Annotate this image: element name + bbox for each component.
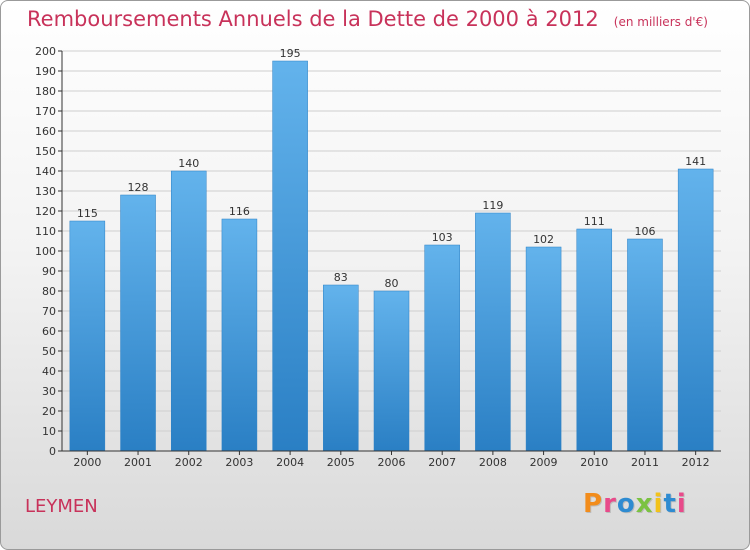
logo-letter: P — [583, 489, 604, 519]
y-tick-label: 30 — [42, 385, 56, 398]
y-tick-label: 120 — [35, 205, 56, 218]
data-label: 140 — [178, 157, 199, 170]
y-tick-label: 70 — [42, 305, 56, 318]
logo-letter: i — [653, 489, 664, 519]
bar — [272, 60, 308, 452]
chart-title-row: Remboursements Annuels de la Dette de 20… — [27, 7, 708, 31]
logo-letter: o — [616, 489, 636, 519]
data-label: 141 — [685, 155, 706, 168]
y-tick-label: 150 — [35, 145, 56, 158]
bar — [677, 168, 714, 452]
bar — [525, 246, 562, 452]
y-tick-label: 110 — [35, 225, 56, 238]
x-tick-label: 2001 — [124, 456, 152, 469]
bar — [576, 228, 613, 452]
logo-letter: i — [676, 489, 687, 519]
y-tick-label: 160 — [35, 125, 56, 138]
x-tick-label: 2002 — [175, 456, 203, 469]
y-tick-label: 200 — [35, 45, 56, 58]
bar — [627, 238, 663, 452]
y-tick-label: 40 — [42, 365, 56, 378]
bar — [424, 244, 460, 452]
bar — [170, 170, 207, 452]
y-tick-label: 130 — [35, 185, 56, 198]
bar — [221, 218, 258, 452]
data-label: 111 — [584, 215, 605, 228]
bar — [475, 212, 511, 452]
y-tick-label: 140 — [35, 165, 56, 178]
proxiti-logo[interactable]: Proxiti — [583, 489, 687, 519]
data-label: 128 — [128, 181, 149, 194]
chart-title: Remboursements Annuels de la Dette de 20… — [27, 7, 599, 31]
y-tick-label: 20 — [42, 405, 56, 418]
bar — [120, 194, 156, 452]
x-tick-label: 2003 — [225, 456, 253, 469]
y-tick-label: 190 — [35, 65, 56, 78]
bar — [69, 220, 106, 452]
y-tick-label: 10 — [42, 425, 56, 438]
y-tick-label: 90 — [42, 265, 56, 278]
logo-letter: t — [663, 489, 677, 519]
y-tick-label: 100 — [35, 245, 56, 258]
x-tick-label: 2012 — [682, 456, 710, 469]
x-tick-label: 2007 — [428, 456, 456, 469]
chart-subtitle: (en milliers d'€) — [613, 15, 708, 29]
data-label: 119 — [482, 199, 503, 212]
data-label: 116 — [229, 205, 250, 218]
data-label: 83 — [334, 271, 348, 284]
y-tick-label: 0 — [49, 445, 56, 458]
x-tick-label: 2011 — [631, 456, 659, 469]
x-tick-label: 2010 — [580, 456, 608, 469]
y-tick-label: 170 — [35, 105, 56, 118]
x-tick-label: 2006 — [378, 456, 406, 469]
y-tick-label: 60 — [42, 325, 56, 338]
data-label: 80 — [385, 277, 399, 290]
x-tick-label: 2008 — [479, 456, 507, 469]
y-tick-label: 50 — [42, 345, 56, 358]
axis-layer: 0 10 20 30 40 50 60 70 80 90 100 110 120 130 140 150 160… — [35, 45, 721, 469]
x-tick-label: 2000 — [73, 456, 101, 469]
logo-letter: x — [635, 489, 654, 519]
data-label: 106 — [634, 225, 655, 238]
x-tick-label: 2009 — [530, 456, 558, 469]
data-label: 115 — [77, 207, 98, 220]
location-label: LEYMEN — [25, 496, 98, 517]
x-tick-label: 2004 — [276, 456, 304, 469]
y-tick-label: 180 — [35, 85, 56, 98]
x-tick-label: 2005 — [327, 456, 355, 469]
y-tick-label: 80 — [42, 285, 56, 298]
data-label: 103 — [432, 231, 453, 244]
bar — [373, 290, 410, 452]
data-label: 195 — [280, 47, 301, 60]
bar-layer: 115 128 140 116 195 83 80 103 119 102 111 106 141 — [69, 47, 714, 452]
logo-letter: r — [603, 489, 617, 519]
data-label: 102 — [533, 233, 554, 246]
bar — [323, 284, 359, 452]
